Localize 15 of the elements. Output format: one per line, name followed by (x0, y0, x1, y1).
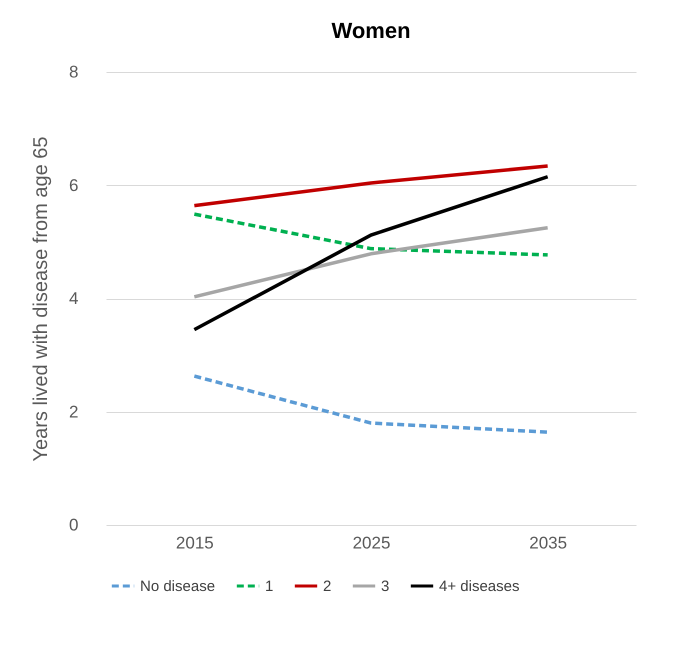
x-tick-label: 2025 (352, 534, 390, 552)
legend-label: No disease (140, 578, 216, 595)
y-tick-label: 2 (69, 402, 78, 422)
x-tick-label: 2015 (176, 534, 214, 552)
y-tick-label: 0 (69, 516, 78, 534)
y-axis-title: Years lived with disease from age 65 (30, 136, 52, 462)
y-tick-label: 4 (69, 289, 78, 308)
x-tick-label: 2035 (529, 534, 568, 552)
chart-title: Women (331, 18, 411, 43)
legend-label: 3 (381, 578, 390, 595)
y-tick-label: 6 (69, 176, 78, 195)
legend-label: 2 (323, 578, 332, 595)
legend-label: 4+ diseases (439, 578, 520, 595)
legend-label: 1 (265, 578, 274, 595)
y-tick-label: 8 (69, 62, 78, 82)
